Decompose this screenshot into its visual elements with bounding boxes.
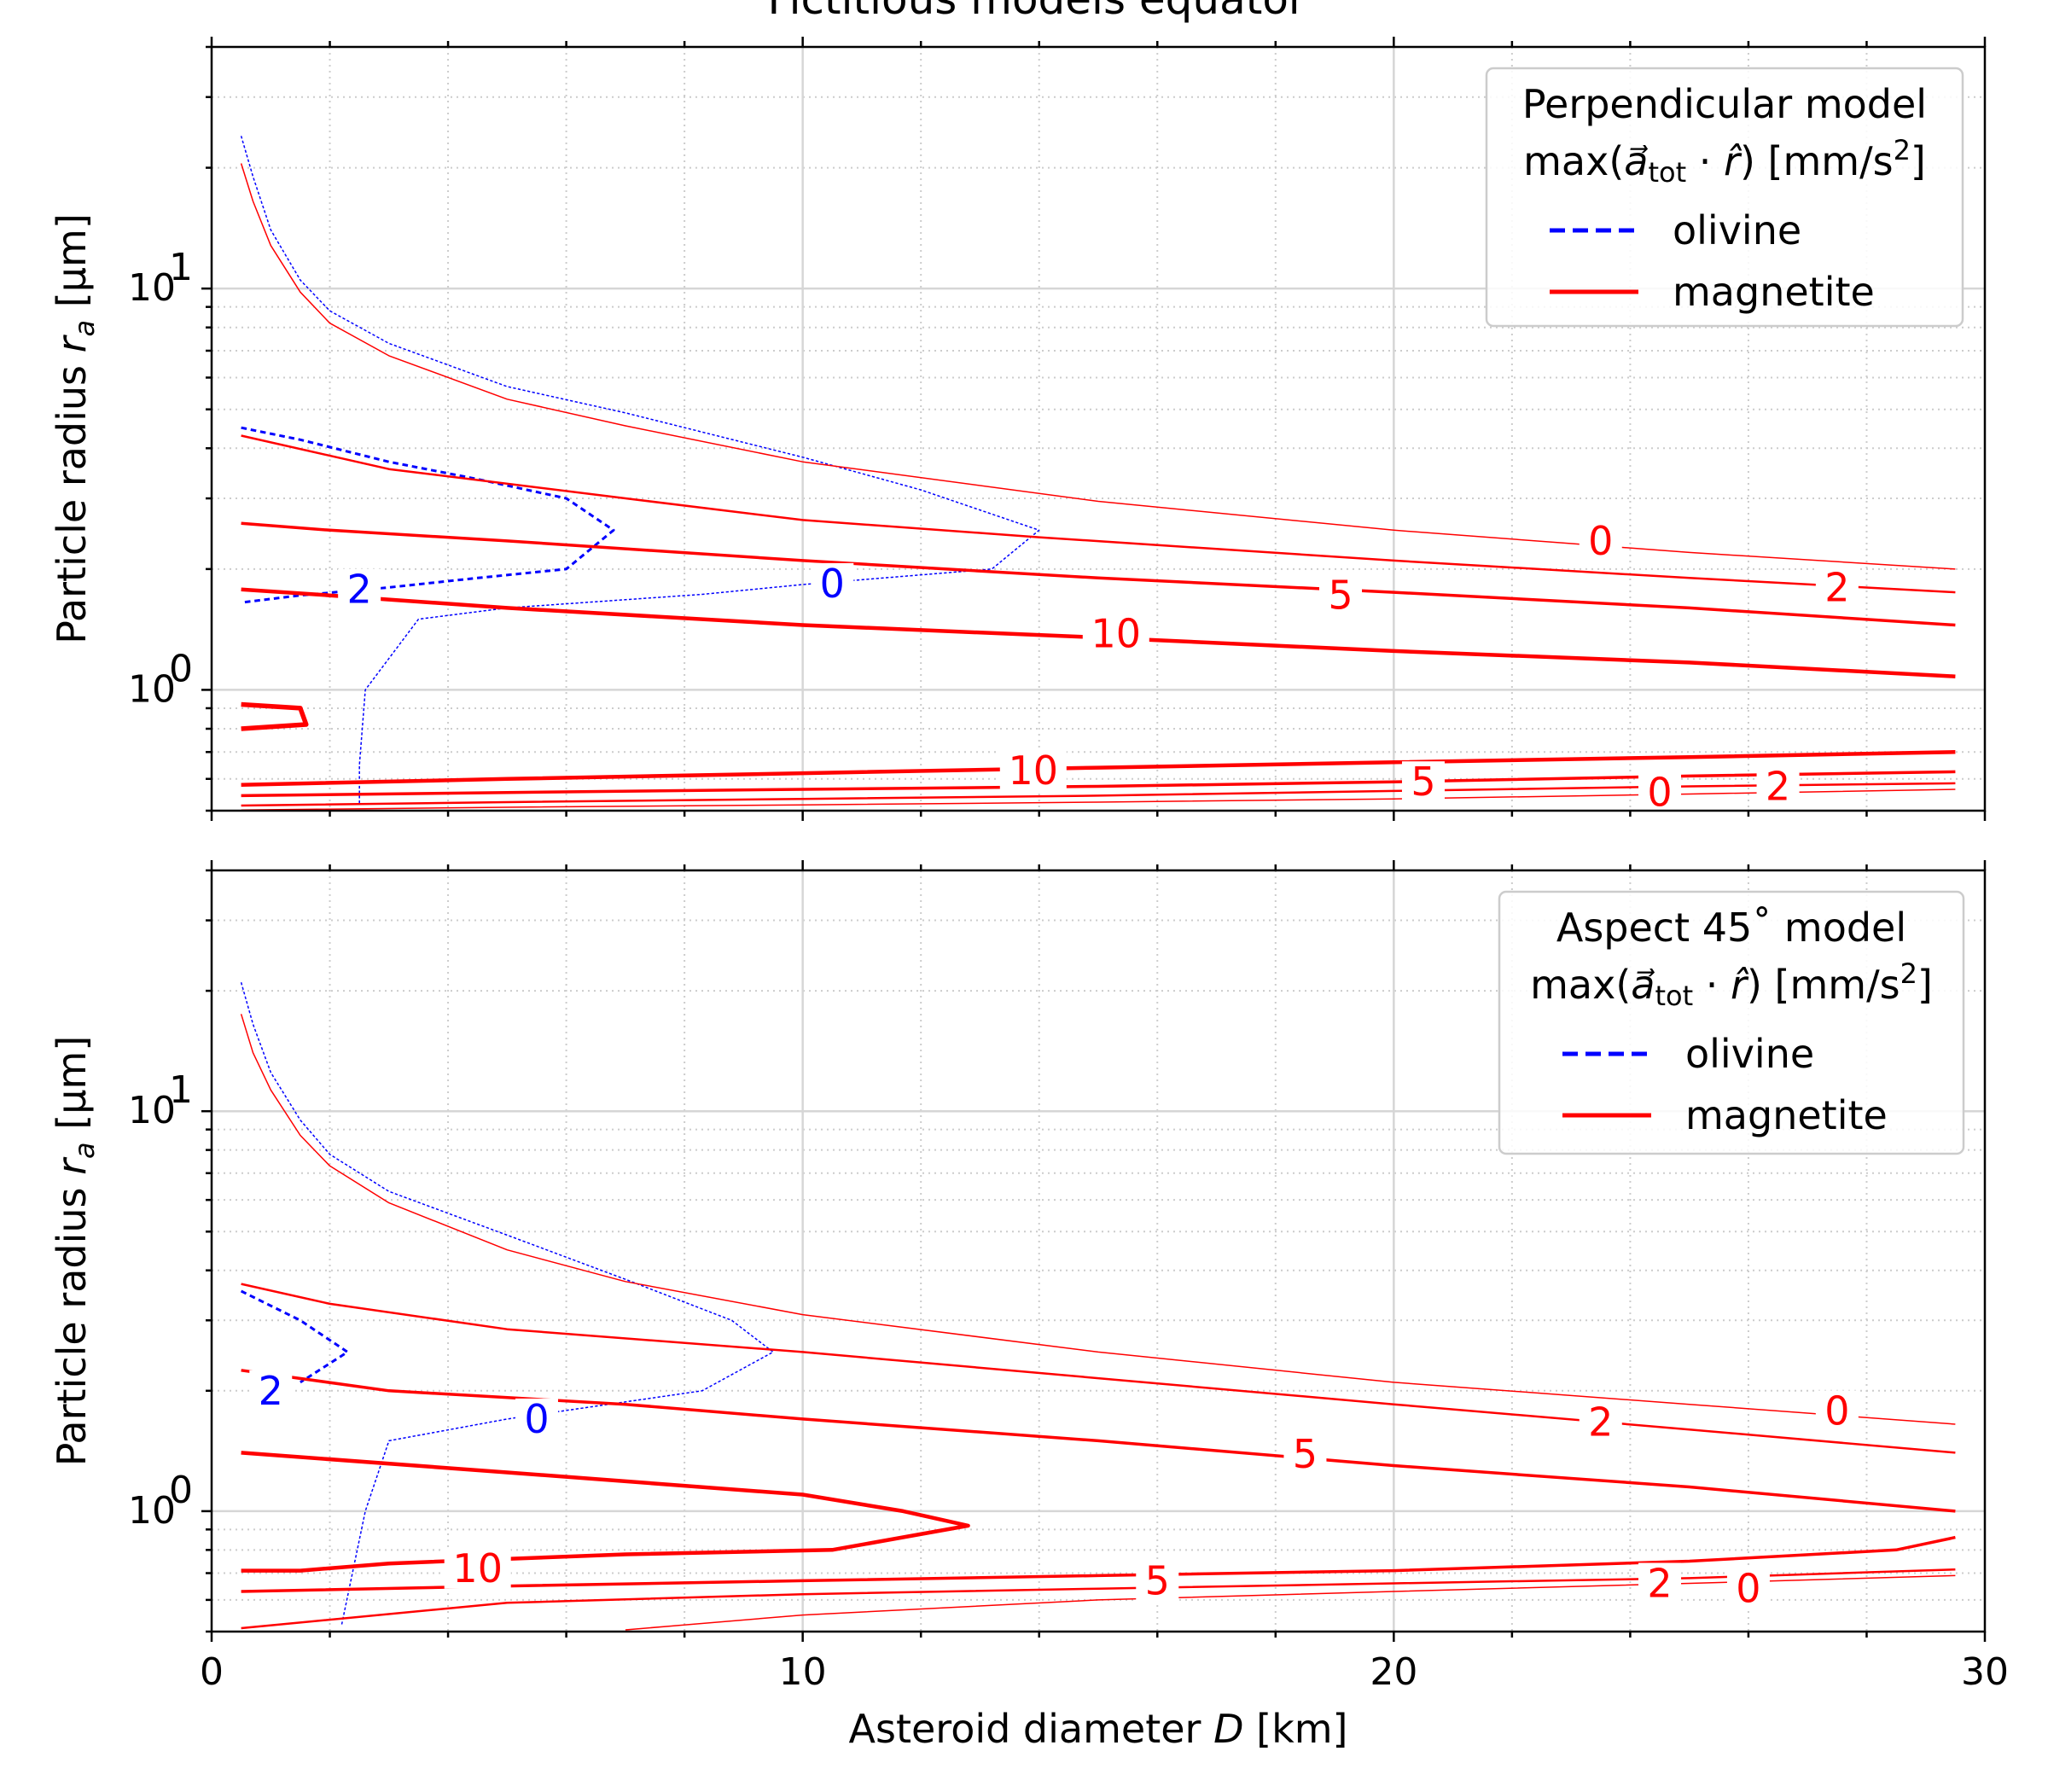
legend-label-magnetite: magnetite [1673,269,1875,315]
contour-label: 5 [1145,1557,1170,1603]
contour-label: 5 [1328,573,1353,619]
contour-label-bg [338,568,381,610]
olivine-contour-0 [240,981,774,1626]
legend-subtitle: max(a⃗tot · r̂) [mm/s2] [1530,957,1933,1012]
magnetite-contour-5 [241,1535,1956,1593]
magnetite-contour-10 [241,701,309,731]
contour-label-bg [515,1398,558,1440]
plot-frame [210,869,1987,1633]
contour-label: 0 [1647,770,1672,816]
x-tick-label: 30 [1961,1650,2009,1694]
magnetite-contour-5 [241,1369,1956,1513]
legend: Perpendicular model max(a⃗tot · r̂) [mm/s… [1485,67,1964,328]
contour-label: 0 [1824,1388,1849,1434]
magnetite-contour-0 [240,1014,1956,1425]
contour-label: 0 [524,1396,549,1442]
magnetite-contour-2 [241,434,1956,594]
legend-label-olivine: olivine [1673,207,1801,253]
contour-label-bg [1136,1560,1179,1602]
y-tick-exponent: 0 [169,647,193,690]
x-axis-label: Asteroid diameter D [km] [849,1706,1348,1752]
magnetite-contour-0 [241,788,1956,811]
contour-label: 0 [820,561,845,607]
magnetite-contour-2 [241,1568,1956,1630]
contour-label-bg [444,1547,511,1589]
y-tick-exponent: 1 [169,1068,193,1112]
contour-label-bg [1082,613,1149,655]
contour-label-bg [1815,567,1859,608]
contour-label: 2 [1824,564,1849,610]
legend: Aspect 45˚ model max(a⃗tot · r̂) [mm/s2] o… [1498,890,1965,1155]
magnetite-contour-5 [241,521,1956,627]
legend-box [1498,890,1965,1155]
legend-label-magnetite: magnetite [1685,1092,1888,1138]
contour-label-bg [1579,1401,1622,1443]
magnetite-contour-2 [241,1283,1956,1454]
contour-label: 0 [1588,518,1613,564]
contour-label: 10 [1091,611,1142,657]
contour-label-bg [811,562,854,604]
contour-label: 2 [1647,1560,1672,1606]
magnetite-contour-0 [240,163,1956,570]
contour-label-bg [1726,1568,1770,1609]
contour-label-bg [999,749,1067,791]
contour-label-bg [1318,574,1362,616]
legend-subtitle: max(a⃗tot · r̂) [mm/s2] [1523,134,1926,189]
contour-label-bg [1401,761,1445,803]
y-tick-exponent: 0 [169,1469,193,1512]
olivine-contour-2 [241,426,615,604]
contour-label: 0 [1736,1566,1760,1612]
y-tick-exponent: 1 [169,246,193,289]
x-tick-label: 0 [200,1650,224,1694]
figure-title: Fictitious models equator [768,0,1306,24]
contour-label-bg [1579,520,1622,561]
contour-label-bg [1638,1562,1682,1604]
contour-label: 2 [259,1368,283,1414]
y-axis-label: Particle radius ra [µm] [49,213,101,644]
plot-frame [210,45,1987,812]
magnetite-contour-5 [241,770,1956,798]
contour-label: 2 [1588,1399,1613,1446]
y-tick-label: 10 [128,667,176,711]
legend-box [1485,67,1964,328]
contour-label: 10 [1009,748,1059,794]
x-tick-label: 20 [1370,1650,1417,1694]
y-tick-label: 10 [128,266,176,310]
magnetite-contour-10 [241,1451,970,1573]
legend-title: Aspect 45˚ model [1556,905,1906,951]
contour-label-bg [1815,1390,1859,1432]
contour-label: 5 [1411,759,1435,805]
contour-label-bg [249,1370,293,1411]
y-tick-label: 10 [128,1089,176,1132]
contour-label-bg [1283,1433,1327,1475]
legend-title: Perpendicular model [1522,81,1927,127]
magnetite-contour-10 [241,750,1956,787]
legend-label-olivine: olivine [1685,1031,1814,1077]
magnetite-contour-2 [241,782,1956,807]
olivine-contour-2 [240,1289,349,1384]
contour-label-bg [1638,771,1682,813]
contour-label-bg [1756,765,1800,807]
y-axis-label: Particle radius ra [µm] [49,1036,101,1467]
x-tick-label: 10 [779,1650,827,1694]
contour-label: 2 [347,567,372,613]
contour-label: 10 [452,1545,503,1591]
contour-label: 2 [1766,763,1790,809]
y-tick-label: 10 [128,1489,176,1533]
contour-label: 5 [1293,1431,1318,1477]
olivine-contour-0 [240,136,1040,804]
